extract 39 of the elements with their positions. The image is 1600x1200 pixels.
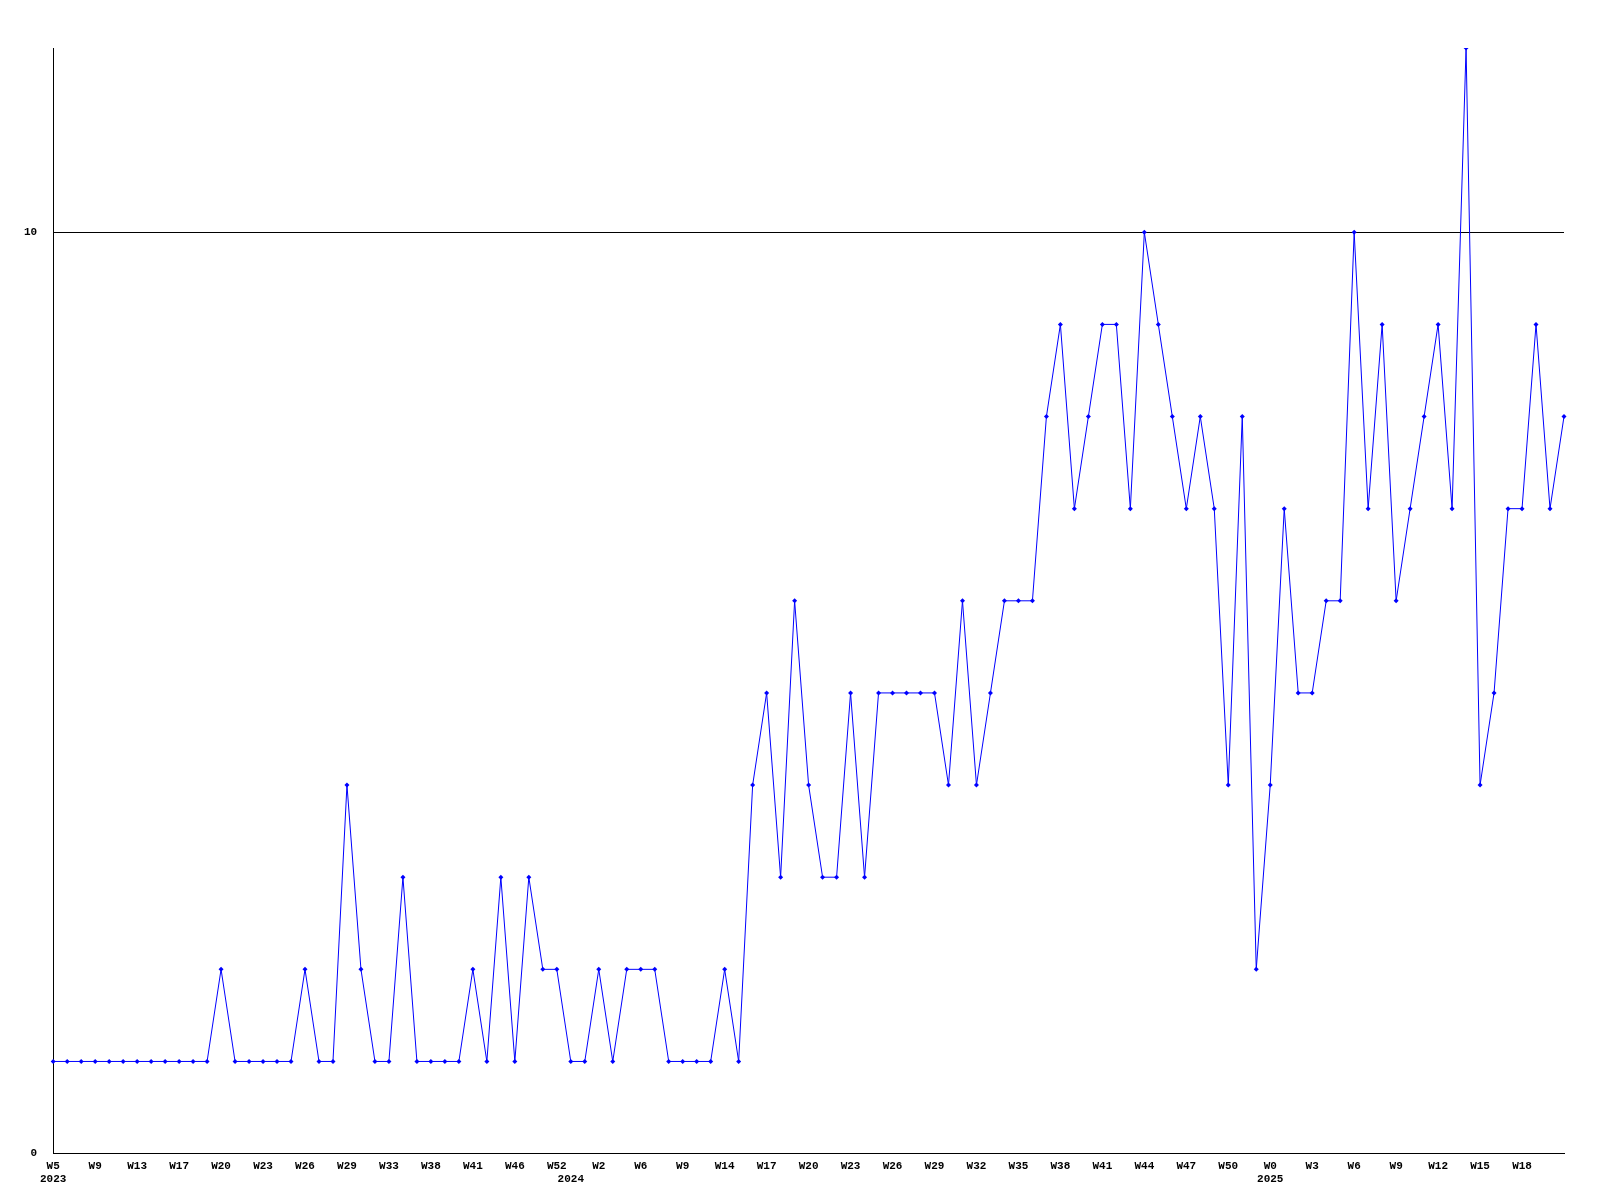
x-tick-label: W2 [592,1159,606,1172]
x-tick-label: W6 [1347,1159,1361,1172]
x-tick-label: W18 [1512,1159,1533,1172]
x-tick-label: W17 [756,1159,777,1172]
x-tick-label: W47 [1176,1159,1197,1172]
x-tick-label: W50 [1218,1159,1239,1172]
x-tick-label: 2024 [557,1173,585,1186]
x-tick-label: W23 [840,1159,861,1172]
x-tick-label: W38 [421,1159,442,1172]
x-tick-label: W12 [1428,1159,1449,1172]
x-tick-label: W41 [462,1159,484,1172]
y-tick-label: 0 [30,1147,38,1160]
x-tick-label: W15 [1470,1159,1491,1172]
y-tick-label: 10 [24,226,38,239]
x-tick-label: W44 [1134,1159,1155,1172]
x-tick-label: W41 [1092,1159,1113,1172]
x-tick-label: W17 [169,1159,190,1172]
x-tick-label: W32 [966,1159,987,1172]
x-tick-label: W26 [882,1159,903,1172]
x-tick-label: W9 [88,1159,102,1172]
x-tick-label: W52 [546,1159,567,1172]
x-tick-label: W46 [504,1159,525,1172]
x-tick-label: W23 [253,1159,274,1172]
x-tick-label: W33 [379,1159,400,1172]
x-tick-label: W20 [211,1159,231,1172]
x-tick-label: W6 [634,1159,648,1172]
x-tick-label: W3 [1305,1159,1320,1172]
x-tick-label: W29 [337,1159,357,1172]
x-tick-label: W9 [676,1159,690,1172]
x-tick-label: W13 [127,1159,148,1172]
x-tick-label: W5 2023 [40,1159,67,1186]
x-tick-label: W29 [924,1159,945,1172]
x-tick-label: W14 [714,1159,735,1172]
x-tick-label: W0 2025 [1257,1159,1284,1186]
x-tick-label: W35 [1008,1159,1029,1172]
x-tick-label: W38 [1050,1159,1071,1172]
x-tick-label: W20 [798,1159,819,1172]
x-tick-label: W26 [295,1159,315,1172]
x-tick-label: W9 [1389,1159,1403,1172]
